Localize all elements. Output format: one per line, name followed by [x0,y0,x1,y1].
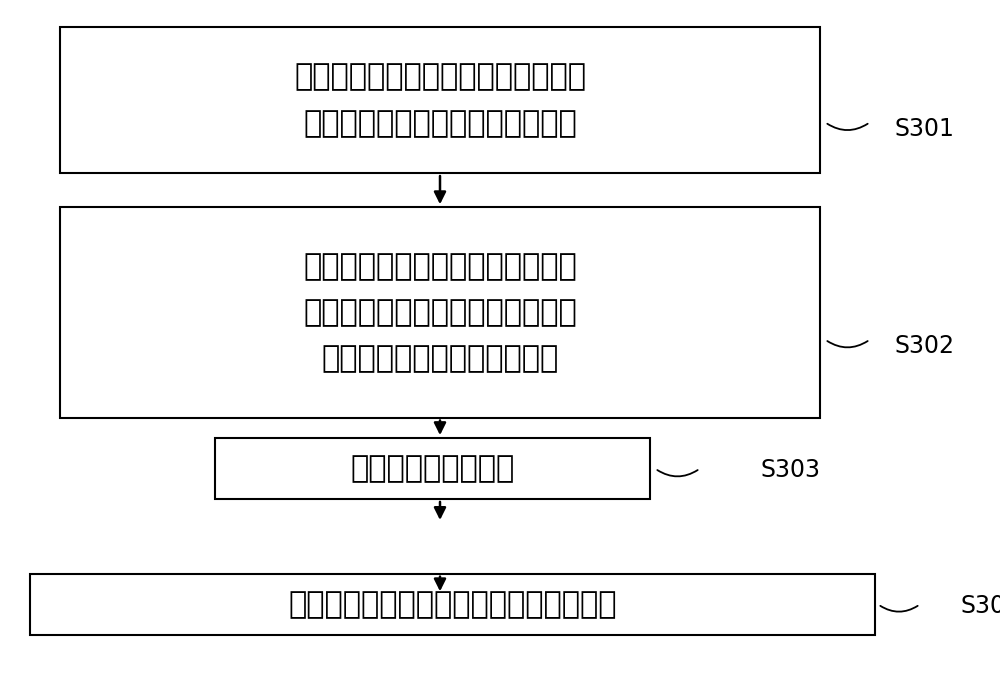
Bar [30,574,875,635]
Text: S302: S302 [895,334,955,359]
Text: S304: S304 [960,593,1000,618]
Text: S301: S301 [895,117,955,141]
Text: 执行生成授时精度推送指令并执行的步骤: 执行生成授时精度推送指令并执行的步骤 [288,590,617,619]
Text: 时精度相对应的理论卫星授时精度: 时精度相对应的理论卫星授时精度 [303,109,577,138]
Text: 时精度相对应的相接授时精度: 时精度相对应的相接授时精度 [321,344,559,373]
Text: 星授时精度，则获取与实际卫星授: 星授时精度，则获取与实际卫星授 [303,298,577,327]
Bar [60,27,820,173]
Bar [60,207,820,418]
Text: 从预设的数据库中查询与实际卫星授: 从预设的数据库中查询与实际卫星授 [294,62,586,92]
Text: 若实际卫星授时精度未达到理论卫: 若实际卫星授时精度未达到理论卫 [303,252,577,280]
Text: 生成授时精度平均值: 生成授时精度平均值 [350,454,515,483]
Bar [215,438,650,499]
Text: S303: S303 [760,458,820,482]
